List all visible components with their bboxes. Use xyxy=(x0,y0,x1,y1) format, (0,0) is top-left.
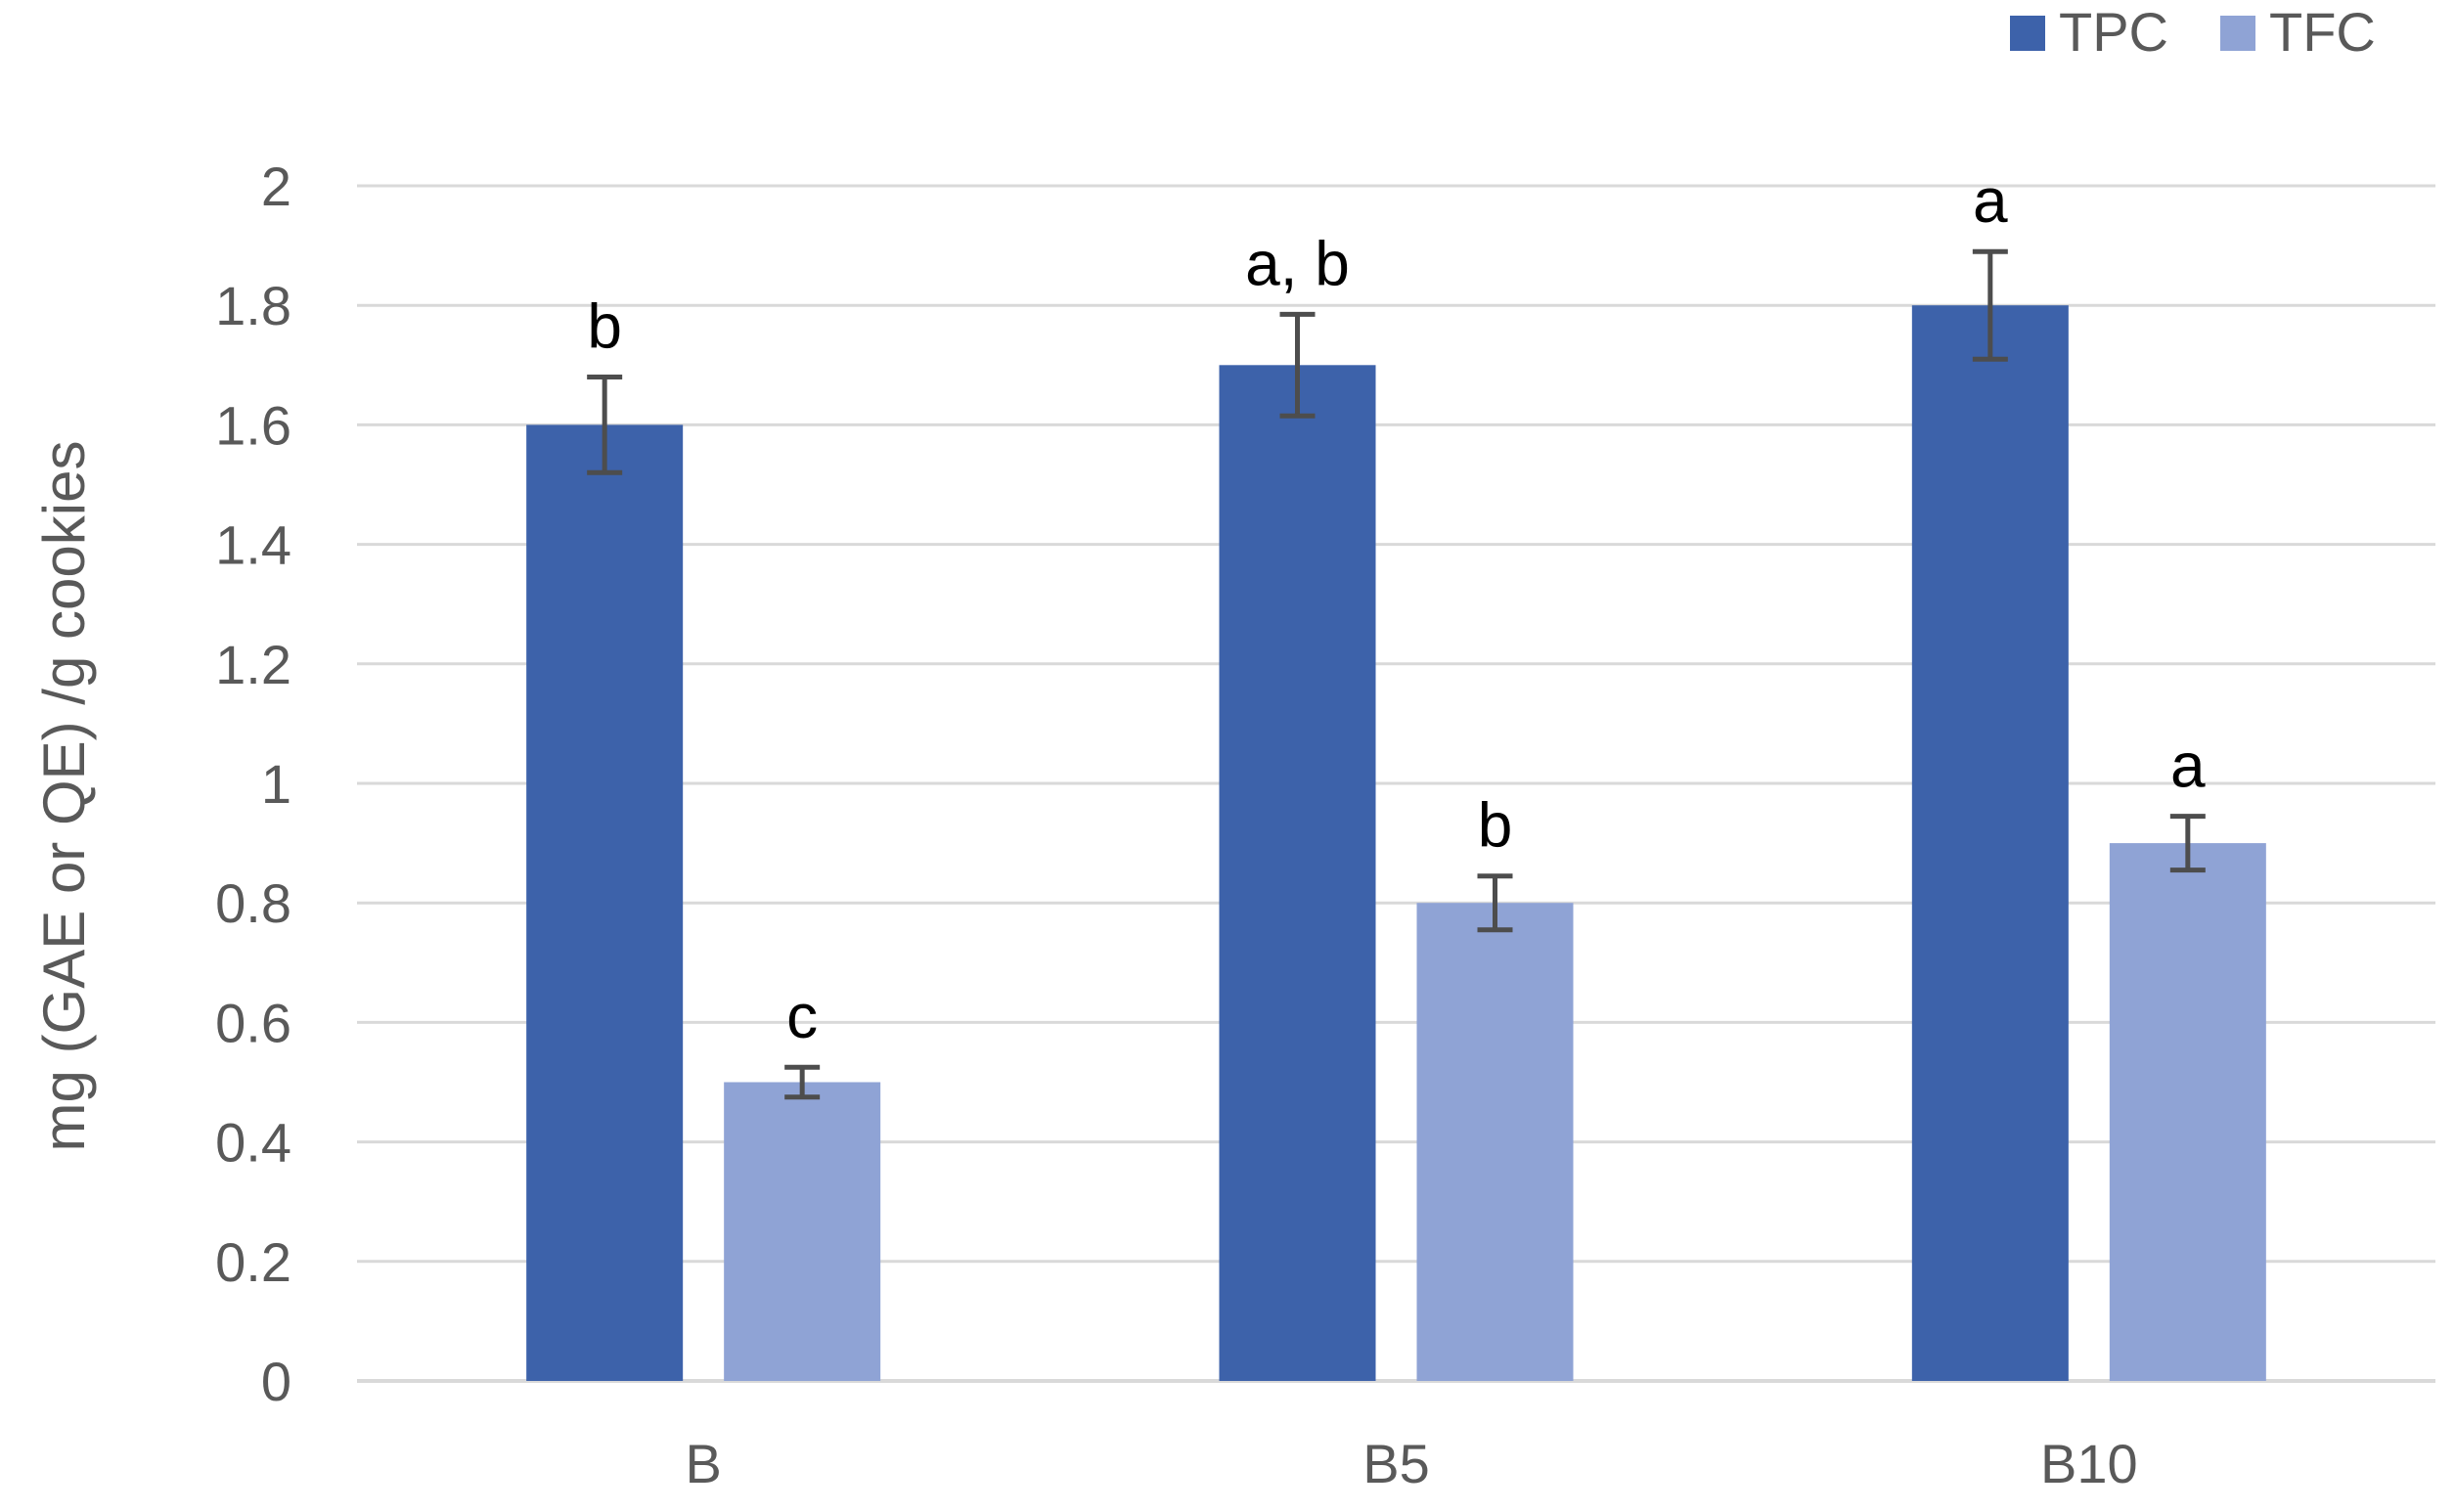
y-tick-label: 1.8 xyxy=(215,275,291,336)
y-tick-label: 1 xyxy=(261,753,291,815)
legend-item-tpc: TPC xyxy=(2010,1,2168,63)
significance-label: a, b xyxy=(1245,228,1350,298)
bar-tfc-b5 xyxy=(1416,903,1574,1381)
y-tick-label: 0 xyxy=(261,1351,291,1412)
bar-tfc-b10 xyxy=(2109,843,2266,1381)
error-bar xyxy=(1279,311,1316,419)
legend: TPC TFC xyxy=(2010,1,2376,63)
y-tick-label: 0.6 xyxy=(215,992,291,1053)
legend-swatch xyxy=(2220,16,2255,51)
bar-tfc-b xyxy=(724,1082,881,1381)
bars xyxy=(526,305,2266,1382)
y-axis-title: mg (GAE or QE) /g cookies xyxy=(31,441,97,1152)
error-bars xyxy=(587,248,2206,1100)
bar-tpc-b5 xyxy=(1219,365,1376,1381)
legend-swatch xyxy=(2010,16,2045,51)
bar-tpc-b10 xyxy=(1911,305,2069,1382)
x-category-label: B10 xyxy=(2040,1433,2138,1494)
significance-labels: b c a, b b a a xyxy=(587,165,2206,1051)
y-axis-ticks: 0 0.2 0.4 0.6 0.8 1 1.2 1.4 1.6 1.8 2 xyxy=(215,156,291,1412)
error-bar xyxy=(2169,814,2206,873)
y-tick-label: 1.4 xyxy=(215,514,291,576)
significance-label: c xyxy=(786,981,818,1051)
y-tick-label: 0.2 xyxy=(215,1231,291,1293)
legend-item-tfc: TFC xyxy=(2220,1,2376,63)
error-bar xyxy=(784,1064,821,1100)
significance-label: b xyxy=(587,291,622,362)
y-tick-label: 2 xyxy=(261,156,291,217)
x-category-label: B xyxy=(685,1433,721,1494)
error-bar xyxy=(587,375,623,475)
error-bar xyxy=(1972,248,2008,362)
x-category-label: B5 xyxy=(1362,1433,1430,1494)
y-tick-label: 1.2 xyxy=(215,634,291,695)
significance-label: a xyxy=(1973,165,2008,236)
y-tick-label: 1.6 xyxy=(215,394,291,456)
significance-label: a xyxy=(2170,731,2206,801)
gridlines xyxy=(357,184,2435,1383)
x-axis-categories: B B5 B10 xyxy=(685,1433,2137,1494)
y-tick-label: 0.8 xyxy=(215,872,291,934)
bar-tpc-b xyxy=(526,424,684,1381)
y-tick-label: 0.4 xyxy=(215,1112,291,1174)
legend-label: TPC xyxy=(2059,1,2168,63)
legend-label: TFC xyxy=(2269,1,2376,63)
significance-label: b xyxy=(1478,790,1513,861)
error-bar xyxy=(1477,873,1513,933)
